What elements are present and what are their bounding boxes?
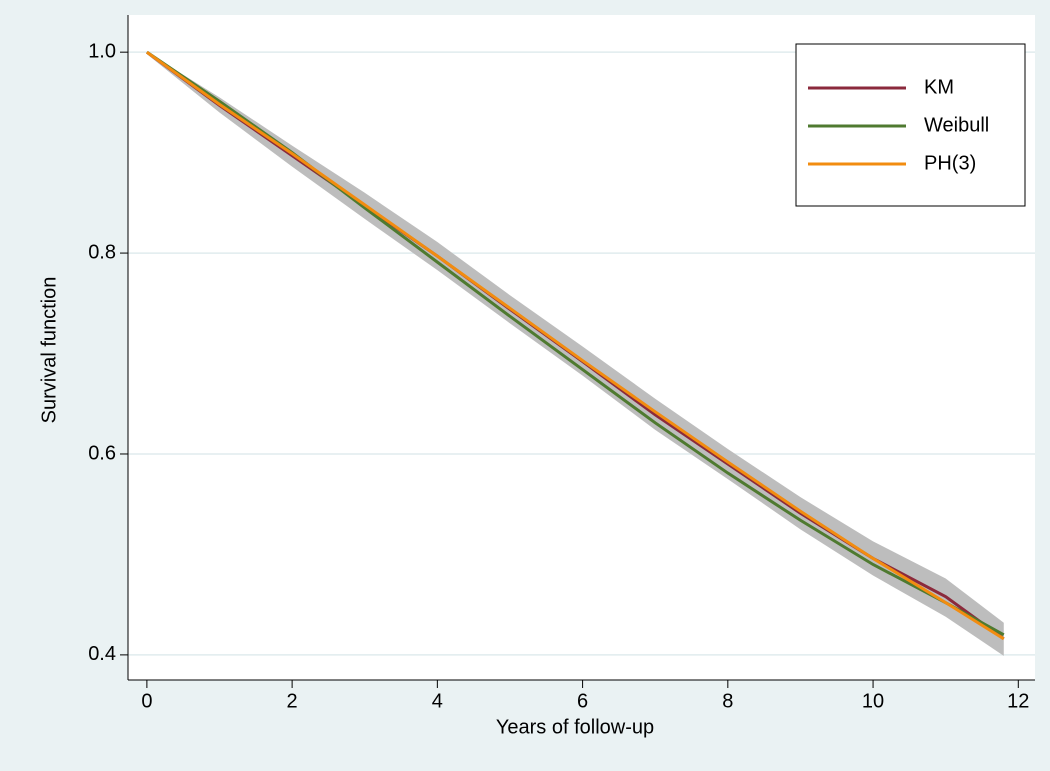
x-tick-label: 10 bbox=[862, 690, 884, 712]
legend-label: Weibull bbox=[924, 114, 989, 136]
x-tick-label: 4 bbox=[432, 690, 443, 712]
x-tick-label: 8 bbox=[722, 690, 733, 712]
legend-label: PH(3) bbox=[924, 152, 976, 174]
x-tick-label: 6 bbox=[577, 690, 588, 712]
legend-label: KM bbox=[924, 76, 954, 98]
series-line bbox=[146, 50, 1005, 641]
x-tick-label: 0 bbox=[141, 690, 152, 712]
y-tick-label: 0.8 bbox=[88, 241, 116, 263]
y-axis-label: Survival function bbox=[38, 277, 60, 424]
x-tick-label: 2 bbox=[287, 690, 298, 712]
x-axis-label: Years of follow-up bbox=[496, 716, 654, 738]
y-tick-label: 1.0 bbox=[88, 40, 116, 62]
y-tick-label: 0.6 bbox=[88, 442, 116, 464]
y-tick-label: 0.4 bbox=[88, 643, 116, 665]
x-tick-label: 12 bbox=[1007, 690, 1029, 712]
